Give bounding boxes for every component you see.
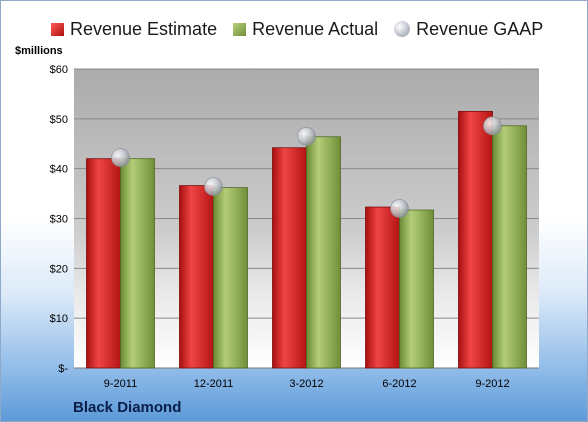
legend-item-actual: Revenue Actual — [233, 17, 378, 41]
gaap-markers — [111, 116, 502, 218]
marker-revenue-gaap — [390, 199, 409, 218]
marker-revenue-gaap — [297, 126, 316, 146]
x-tick-label: 9-2011 — [104, 378, 137, 390]
legend-label-actual: Revenue Actual — [252, 18, 379, 39]
bar-revenue-estimate — [86, 158, 121, 369]
bar-revenue-actual — [306, 136, 341, 369]
bar-revenue-estimate — [458, 110, 493, 369]
y-tick-label: $30 — [50, 214, 68, 226]
company-name: Black Diamond — [73, 399, 182, 416]
bar-revenue-estimate — [272, 147, 307, 369]
legend: Revenue Estimate Revenue Actual Revenue … — [51, 17, 559, 41]
marker-revenue-gaap — [204, 177, 223, 196]
y-tick-label: $10 — [50, 313, 68, 325]
y-tick-label: $- — [58, 363, 68, 375]
legend-swatch-gaap — [394, 21, 411, 37]
legend-item-gaap: Revenue GAAP — [394, 17, 543, 41]
y-tick-label: $40 — [50, 164, 68, 176]
bar-revenue-actual — [213, 187, 248, 369]
legend-swatch-estimate — [51, 22, 64, 36]
x-tick-label: 12-2011 — [194, 378, 234, 390]
legend-label-estimate: Revenue Estimate — [70, 18, 218, 39]
y-tick-label: $20 — [50, 263, 68, 275]
bar-revenue-estimate — [179, 185, 214, 369]
marker-revenue-gaap — [483, 116, 502, 136]
bars — [86, 110, 527, 369]
x-tick-label: 6-2012 — [382, 378, 416, 390]
y-tick-label: $50 — [50, 114, 68, 126]
bar-revenue-estimate — [365, 206, 400, 369]
y-axis-unit-label: $millions — [15, 45, 63, 57]
legend-label-gaap: Revenue GAAP — [416, 18, 544, 39]
legend-item-estimate: Revenue Estimate — [51, 17, 217, 41]
bar-revenue-actual — [120, 158, 155, 369]
y-tick-label: $60 — [50, 64, 68, 76]
legend-swatch-actual — [233, 22, 247, 36]
marker-revenue-gaap — [111, 148, 130, 168]
y-tick-labels: $- $10 $20 $30 $40 $50 $60 — [50, 64, 69, 375]
x-tick-label: 9-2012 — [475, 378, 509, 390]
x-tick-label: 3-2012 — [289, 378, 323, 390]
x-tick-labels: 9-2011 12-2011 3-2012 6-2012 9-2012 — [104, 378, 510, 390]
bar-revenue-actual — [492, 125, 527, 369]
bar-revenue-actual — [399, 209, 434, 369]
